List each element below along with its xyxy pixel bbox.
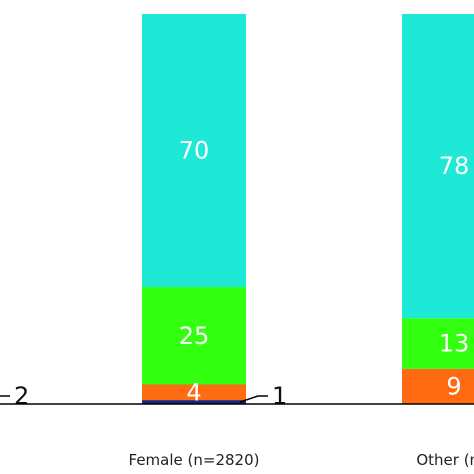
category-label: Female (n=2820) bbox=[129, 451, 260, 469]
bars-group bbox=[142, 14, 474, 404]
segment-value-label: 4 bbox=[186, 378, 201, 406]
category-labels-group: Female (n=2820) Other (n= bbox=[129, 451, 474, 469]
callout-leader-line bbox=[239, 395, 268, 403]
bar-segment-c2-s1 bbox=[402, 368, 474, 404]
bar-segment-c2-s3 bbox=[402, 14, 474, 319]
segment-value-label: 78 bbox=[439, 152, 470, 180]
bar-segment-c1-s0 bbox=[142, 400, 246, 404]
bar-segment-c1-s1 bbox=[142, 384, 246, 401]
callout-value-label: 2 bbox=[14, 382, 29, 410]
segment-value-label: 25 bbox=[179, 322, 210, 350]
segment-value-label: 13 bbox=[439, 330, 470, 358]
segment-value-label: 70 bbox=[179, 137, 210, 165]
segment-value-label: 9 bbox=[446, 372, 461, 400]
category-label: Other (n= bbox=[416, 451, 474, 469]
segment-labels-group: 4 25 70 9 13 78 bbox=[179, 137, 470, 407]
bar-segment-c2-s2 bbox=[402, 318, 474, 369]
bar-segment-c1-s3 bbox=[142, 14, 246, 287]
callout-leader-line bbox=[0, 395, 10, 397]
callout-value-label: 1 bbox=[272, 382, 287, 410]
bar-segment-c1-s2 bbox=[142, 287, 246, 385]
